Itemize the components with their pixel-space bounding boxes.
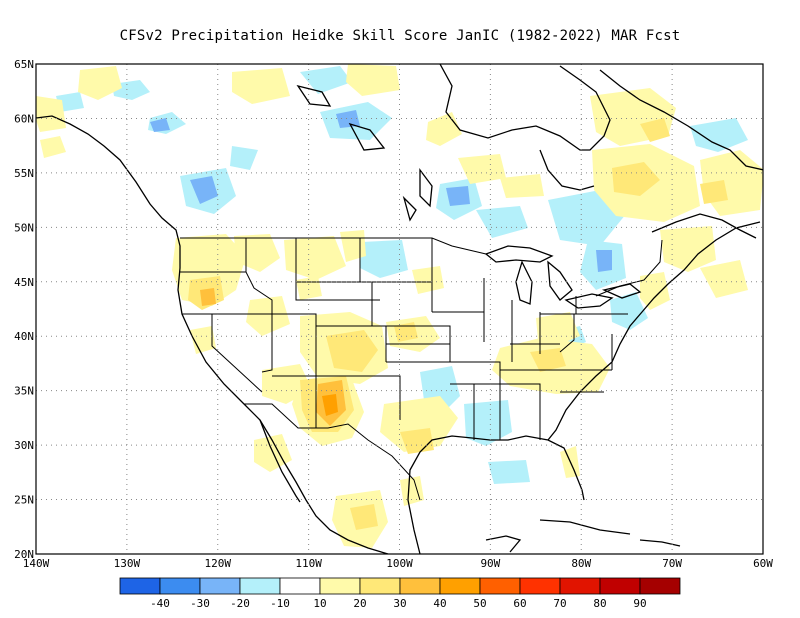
colorbar-label: -30 [190, 597, 210, 610]
lon-label: 100W [386, 557, 413, 570]
lon-label: 90W [480, 557, 500, 570]
lat-label: 65N [14, 58, 34, 71]
colorbar-swatch [239, 577, 281, 595]
colorbar-label: -10 [270, 597, 290, 610]
colorbar-label: 10 [313, 597, 326, 610]
state-borders [180, 237, 663, 501]
figure-title: CFSv2 Precipitation Heidke Skill Score J… [119, 28, 681, 44]
lat-label: 25N [14, 494, 34, 507]
lon-label: 140W [23, 557, 50, 570]
colorbar-label: 50 [473, 597, 486, 610]
lat-label: 55N [14, 167, 34, 180]
lat-label: 50N [14, 221, 34, 234]
colorbar-label: 70 [553, 597, 566, 610]
colorbar-label: -20 [230, 597, 250, 610]
colorbar-swatch [479, 577, 521, 595]
colorbar-label: 20 [353, 597, 366, 610]
lon-label: 130W [114, 557, 141, 570]
colorbar-swatch [639, 577, 681, 595]
longitude-labels: 140W 130W 120W 110W 100W 90W 80W 70W 60W [23, 557, 774, 570]
colorbar-label: 80 [593, 597, 606, 610]
colorbar-swatch [519, 577, 561, 595]
colorbar-label: -40 [150, 597, 170, 610]
colorbar-swatch [359, 577, 401, 595]
colorbar-label: 60 [513, 597, 526, 610]
lat-label: 35N [14, 385, 34, 398]
map-gridlines [36, 64, 763, 554]
skill-shading [36, 64, 763, 548]
lat-label: 30N [14, 439, 34, 452]
lon-label: 70W [662, 557, 682, 570]
colorbar-swatch [119, 577, 161, 595]
colorbar-label: 30 [393, 597, 406, 610]
colorbar-swatch [599, 577, 641, 595]
colorbar-label: 90 [633, 597, 646, 610]
colorbar-swatch [199, 577, 241, 595]
lat-label: 60N [14, 112, 34, 125]
lat-label: 45N [14, 276, 34, 289]
lon-label: 80W [571, 557, 591, 570]
lon-label: 110W [295, 557, 322, 570]
coastlines-and-borders [36, 64, 763, 554]
colorbar-swatch [439, 577, 481, 595]
map-frame [35, 63, 764, 555]
latitude-labels: 65N 60N 55N 50N 45N 40N 35N 30N 25N 20N [14, 58, 34, 561]
colorbar-swatch [159, 577, 201, 595]
colorbar-swatch [399, 577, 441, 595]
colorbar-swatch [559, 577, 601, 595]
colorbar-swatch [319, 577, 361, 595]
colorbar [119, 577, 681, 595]
colorbar-label: 40 [433, 597, 446, 610]
lon-label: 120W [205, 557, 232, 570]
colorbar-swatch [279, 577, 321, 595]
lat-label: 40N [14, 330, 34, 343]
lat-label: 20N [14, 548, 34, 561]
lon-label: 60W [753, 557, 773, 570]
colorbar-labels: -40 -30 -20 -10 10 20 30 40 50 60 70 80 90 [150, 597, 647, 610]
